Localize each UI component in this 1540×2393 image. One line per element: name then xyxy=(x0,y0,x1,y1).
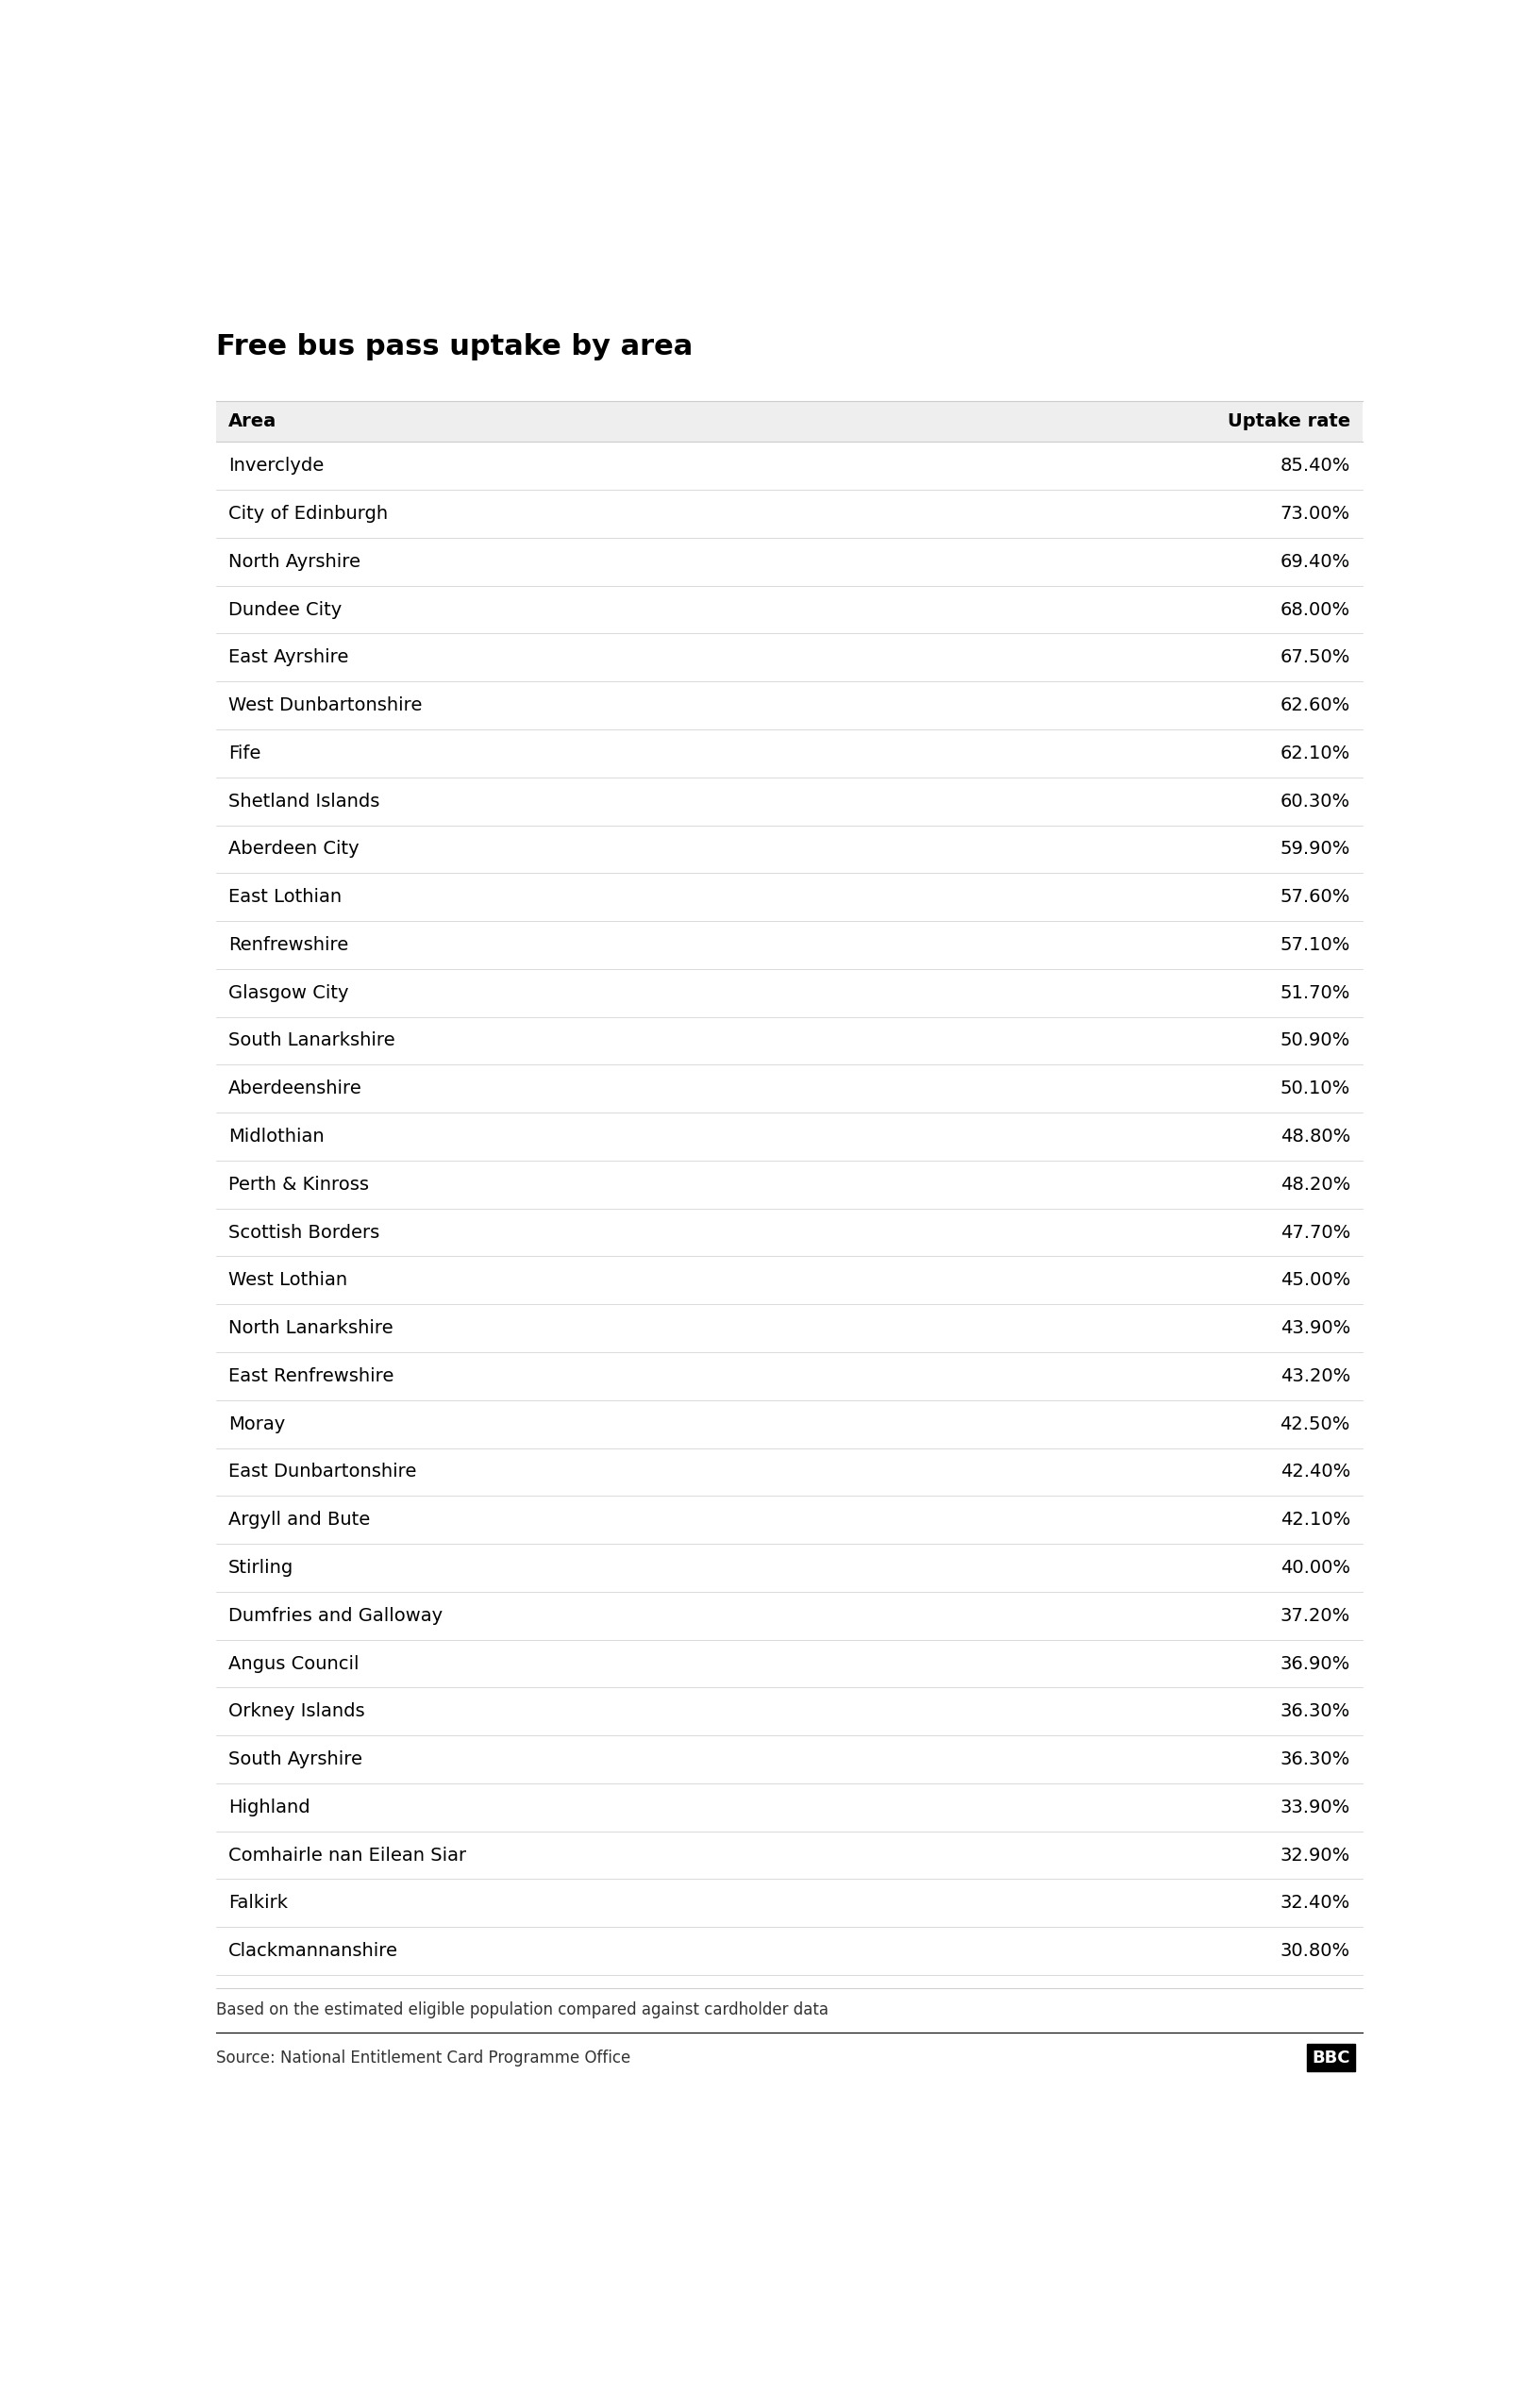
Text: 43.20%: 43.20% xyxy=(1280,1366,1351,1386)
Text: Aberdeen City: Aberdeen City xyxy=(228,840,359,859)
Text: 48.80%: 48.80% xyxy=(1280,1127,1351,1146)
Text: 36.30%: 36.30% xyxy=(1280,1701,1351,1721)
Text: 42.40%: 42.40% xyxy=(1280,1462,1351,1481)
Text: West Lothian: West Lothian xyxy=(228,1271,348,1290)
Text: Midlothian: Midlothian xyxy=(228,1127,325,1146)
Text: 47.70%: 47.70% xyxy=(1280,1223,1351,1242)
Text: Fife: Fife xyxy=(228,744,260,763)
Text: 51.70%: 51.70% xyxy=(1280,984,1351,1003)
Text: Highland: Highland xyxy=(228,1800,310,1816)
Text: 50.90%: 50.90% xyxy=(1280,1031,1351,1051)
Text: Scottish Borders: Scottish Borders xyxy=(228,1223,379,1242)
Text: 57.10%: 57.10% xyxy=(1280,936,1351,955)
Text: East Lothian: East Lothian xyxy=(228,888,342,907)
Text: 45.00%: 45.00% xyxy=(1280,1271,1351,1290)
Text: Comhairle nan Eilean Siar: Comhairle nan Eilean Siar xyxy=(228,1847,467,1864)
Text: 36.30%: 36.30% xyxy=(1280,1749,1351,1768)
Text: 57.60%: 57.60% xyxy=(1280,888,1351,907)
Text: BBC: BBC xyxy=(1312,2048,1351,2068)
Text: 73.00%: 73.00% xyxy=(1280,505,1351,522)
Text: North Lanarkshire: North Lanarkshire xyxy=(228,1319,393,1338)
Text: 40.00%: 40.00% xyxy=(1280,1558,1351,1577)
Text: 30.80%: 30.80% xyxy=(1280,1943,1351,1960)
Text: East Dunbartonshire: East Dunbartonshire xyxy=(228,1462,416,1481)
Text: Free bus pass uptake by area: Free bus pass uptake by area xyxy=(216,333,693,361)
Text: 48.20%: 48.20% xyxy=(1280,1175,1351,1194)
Text: City of Edinburgh: City of Edinburgh xyxy=(228,505,388,522)
Text: Perth & Kinross: Perth & Kinross xyxy=(228,1175,370,1194)
Text: Orkney Islands: Orkney Islands xyxy=(228,1701,365,1721)
Text: 33.90%: 33.90% xyxy=(1280,1800,1351,1816)
Text: Dumfries and Galloway: Dumfries and Galloway xyxy=(228,1606,442,1625)
Text: 32.90%: 32.90% xyxy=(1280,1847,1351,1864)
Text: Stirling: Stirling xyxy=(228,1558,294,1577)
Text: Shetland Islands: Shetland Islands xyxy=(228,792,380,811)
Text: 68.00%: 68.00% xyxy=(1280,601,1351,617)
Text: Falkirk: Falkirk xyxy=(228,1895,288,1912)
Text: East Ayrshire: East Ayrshire xyxy=(228,649,348,668)
Text: East Renfrewshire: East Renfrewshire xyxy=(228,1366,394,1386)
Bar xyxy=(216,402,1361,443)
Text: Clackmannanshire: Clackmannanshire xyxy=(228,1943,399,1960)
Text: 85.40%: 85.40% xyxy=(1280,457,1351,474)
Text: Area: Area xyxy=(228,412,277,431)
Text: 37.20%: 37.20% xyxy=(1280,1606,1351,1625)
Text: Uptake rate: Uptake rate xyxy=(1227,412,1351,431)
Text: 36.90%: 36.90% xyxy=(1280,1654,1351,1673)
Text: Renfrewshire: Renfrewshire xyxy=(228,936,348,955)
Text: Inverclyde: Inverclyde xyxy=(228,457,323,474)
Text: Angus Council: Angus Council xyxy=(228,1654,359,1673)
Text: 43.90%: 43.90% xyxy=(1280,1319,1351,1338)
Text: 42.50%: 42.50% xyxy=(1280,1414,1351,1433)
Text: South Ayrshire: South Ayrshire xyxy=(228,1749,362,1768)
Text: 32.40%: 32.40% xyxy=(1280,1895,1351,1912)
Text: 50.10%: 50.10% xyxy=(1280,1079,1351,1098)
Text: Based on the estimated eligible population compared against cardholder data: Based on the estimated eligible populati… xyxy=(216,2001,829,2017)
Text: Aberdeenshire: Aberdeenshire xyxy=(228,1079,362,1098)
Text: South Lanarkshire: South Lanarkshire xyxy=(228,1031,394,1051)
Text: 62.10%: 62.10% xyxy=(1280,744,1351,763)
Text: 60.30%: 60.30% xyxy=(1280,792,1351,811)
Text: West Dunbartonshire: West Dunbartonshire xyxy=(228,696,422,716)
Text: Source: National Entitlement Card Programme Office: Source: National Entitlement Card Progra… xyxy=(216,2048,631,2068)
Text: 59.90%: 59.90% xyxy=(1280,840,1351,859)
Text: 69.40%: 69.40% xyxy=(1280,553,1351,570)
Text: Moray: Moray xyxy=(228,1414,285,1433)
Text: Glasgow City: Glasgow City xyxy=(228,984,348,1003)
Text: 67.50%: 67.50% xyxy=(1280,649,1351,668)
Text: North Ayrshire: North Ayrshire xyxy=(228,553,360,570)
Text: Argyll and Bute: Argyll and Bute xyxy=(228,1510,370,1529)
Text: Dundee City: Dundee City xyxy=(228,601,342,617)
Text: 42.10%: 42.10% xyxy=(1280,1510,1351,1529)
Text: 62.60%: 62.60% xyxy=(1280,696,1351,716)
